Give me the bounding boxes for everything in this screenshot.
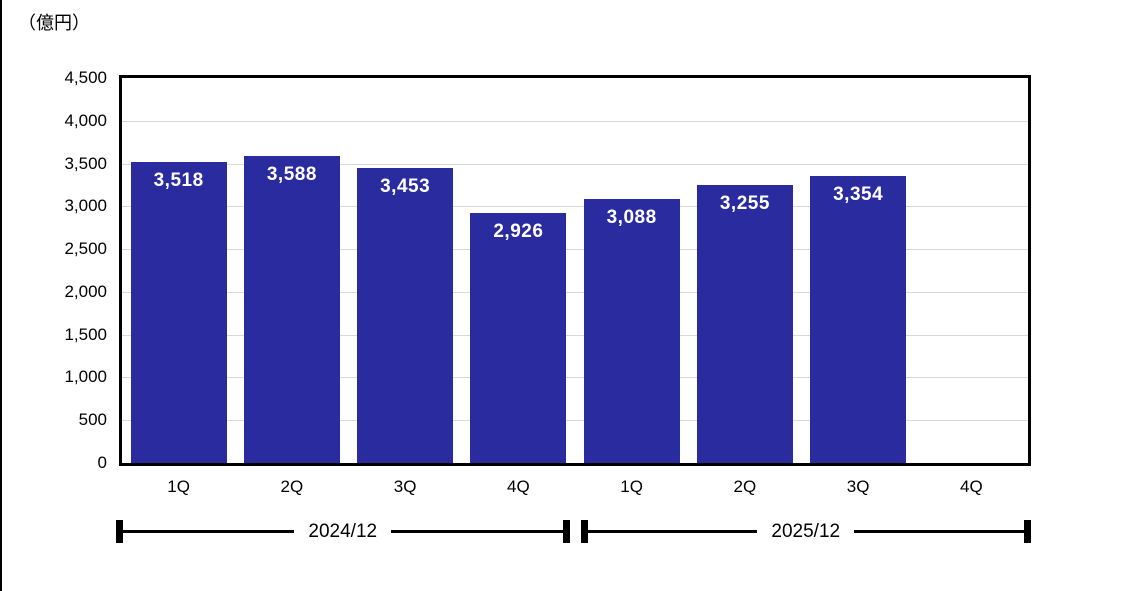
bar-value-label: 3,588 <box>266 164 317 186</box>
y-tick-label: 4,500 <box>64 68 107 87</box>
x-tick-label-2Q-5: 2Q <box>733 477 757 496</box>
bar-1Q-0: 3,518 <box>130 162 227 463</box>
gridline <box>122 291 1028 293</box>
y-axis-unit-label: （億円） <box>18 13 90 33</box>
x-tick-label-1Q-4: 1Q <box>620 477 643 496</box>
y-tick-label: 3,000 <box>64 196 107 216</box>
gridline <box>122 249 1028 251</box>
y-tick-label: 4,000 <box>64 110 107 130</box>
bracket-endcap-left <box>116 520 123 543</box>
bar-value-label: 3,088 <box>606 206 657 228</box>
period-bracket-2024/12: 2024/12 <box>116 520 570 543</box>
bar-value-label: 2,926 <box>493 220 544 242</box>
gridline <box>122 420 1028 422</box>
bar-1Q-4: 3,088 <box>583 198 680 463</box>
x-tick-label-4Q-7: 4Q <box>960 477 983 496</box>
x-tick-label-2Q-1: 2Q <box>280 477 304 496</box>
bracket-endcap-right <box>562 520 570 543</box>
bar-value-label: 3,453 <box>380 175 431 197</box>
period-label: 2025/12 <box>581 520 1032 543</box>
y-tick-label: 2,500 <box>64 239 107 259</box>
bar-4Q-3: 2,926 <box>470 212 567 463</box>
gridline <box>122 334 1028 336</box>
gridline <box>122 163 1028 165</box>
bar-value-label: 3,518 <box>153 170 204 192</box>
bar-2Q-1: 3,588 <box>243 156 340 463</box>
y-tick-label: 3,500 <box>64 153 107 173</box>
bracket-endcap-left <box>580 520 588 543</box>
gridline <box>122 206 1028 208</box>
x-tick-label-3Q-6: 3Q <box>846 477 870 496</box>
bracket-endcap-right <box>1024 520 1031 543</box>
y-tick-label: 1,500 <box>64 324 107 344</box>
x-tick-label-1Q-0: 1Q <box>167 477 190 496</box>
bar-3Q-6: 3,354 <box>810 176 907 463</box>
y-tick-label: 500 <box>78 410 107 430</box>
bar-value-label: 3,255 <box>719 192 770 214</box>
y-tick-label: 2,000 <box>64 281 107 301</box>
gridline <box>122 120 1028 122</box>
period-label: 2024/12 <box>116 520 570 543</box>
y-tick-label: 0 <box>97 453 107 472</box>
plot-area: 3,518 3,588 3,453 2,926 3,088 3,255 3,354 <box>119 75 1031 466</box>
x-tick-label-3Q-2: 3Q <box>393 477 417 496</box>
gridline <box>122 377 1028 379</box>
bar-3Q-2: 3,453 <box>357 167 454 463</box>
bar-value-label: 3,354 <box>833 184 884 206</box>
y-tick-label: 1,000 <box>64 367 107 387</box>
period-bracket-2025/12: 2025/12 <box>580 520 1032 543</box>
x-tick-label-4Q-3: 4Q <box>507 477 530 496</box>
bar-2Q-5: 3,255 <box>696 184 793 463</box>
